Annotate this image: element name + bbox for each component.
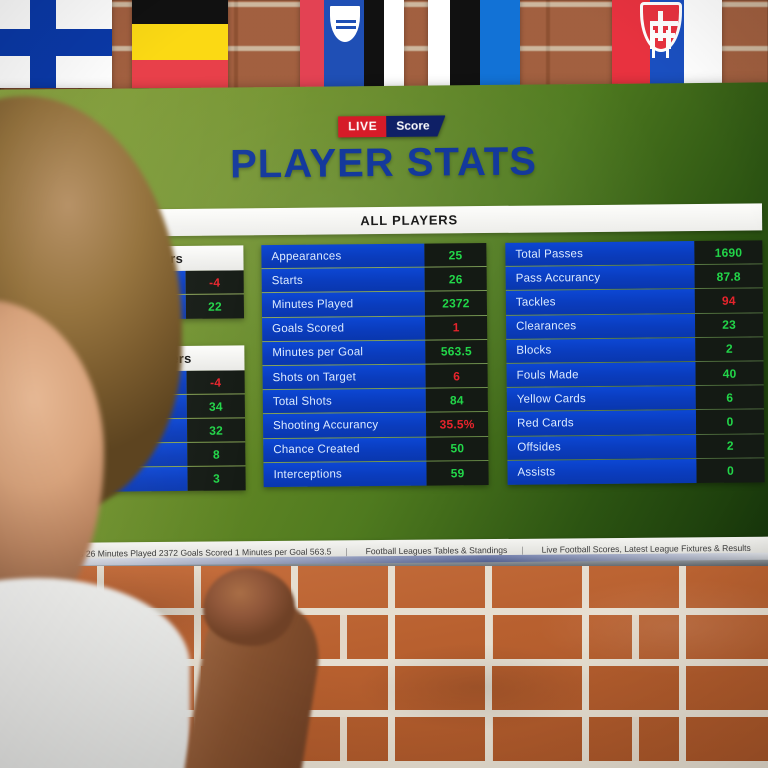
- table-row[interactable]: Fouls Made 40: [506, 361, 764, 388]
- table-row[interactable]: Shots on Target 6: [262, 363, 488, 391]
- stat-value: 25: [424, 243, 487, 267]
- live-badge-label: LIVE: [338, 115, 387, 138]
- stat-value: 6: [695, 385, 764, 410]
- stat-value: 563.5: [425, 339, 488, 364]
- stat-label: Yellow Cards: [506, 386, 696, 412]
- stat-value: 32: [186, 418, 246, 442]
- table-row[interactable]: Assists 0: [507, 458, 765, 485]
- stat-value: 59: [426, 460, 489, 486]
- stat-value: 94: [694, 288, 763, 313]
- stat-label: Total Shots: [262, 388, 426, 414]
- stat-value: 1: [425, 315, 488, 340]
- stat-label: Fouls Made: [506, 361, 696, 387]
- table-row[interactable]: Tackles 94: [505, 288, 764, 316]
- table-row[interactable]: Total Shots 84: [262, 388, 488, 415]
- stat-value: -4: [186, 370, 245, 394]
- table-row[interactable]: Minutes per Goal 563.5: [262, 339, 488, 367]
- table-row[interactable]: Total Passes 1690: [505, 240, 763, 268]
- stat-value: -4: [185, 270, 244, 294]
- table-row[interactable]: Interceptions 59: [263, 460, 489, 488]
- stat-value: 50: [426, 436, 489, 461]
- live-score-badge: LIVE Score: [338, 115, 446, 138]
- stat-value: 23: [695, 312, 764, 337]
- ticker-separator: |: [521, 544, 524, 555]
- stat-label: Offsides: [507, 434, 697, 460]
- stat-label: Chance Created: [263, 437, 427, 462]
- ticker-separator: |: [345, 546, 348, 557]
- stat-value: 0: [696, 458, 765, 483]
- stat-value: 1690: [694, 240, 763, 265]
- score-badge-label: Score: [386, 115, 446, 137]
- stat-label: Shooting Accurancy: [262, 412, 427, 438]
- table-row[interactable]: Goals Scored 1: [262, 315, 488, 342]
- table-row[interactable]: Yellow Cards 6: [506, 385, 764, 413]
- table-row[interactable]: Appearances 25: [261, 243, 487, 270]
- stat-value: 87.8: [694, 264, 763, 289]
- stat-value: 34: [186, 394, 245, 418]
- stat-rows-passing: Total Passes 1690 Pass Accurancy 87.8 Ta…: [505, 240, 765, 485]
- table-row[interactable]: Offsides 2: [507, 433, 765, 461]
- stat-value: 2372: [424, 291, 488, 316]
- stat-label: Assists: [507, 458, 697, 485]
- stat-value: 22: [185, 294, 245, 319]
- stat-value: 8: [187, 442, 246, 466]
- stat-value: 2: [696, 433, 765, 458]
- stat-label: Goals Scored: [262, 316, 426, 341]
- stat-value: 6: [425, 363, 488, 388]
- stat-label: Minutes Played: [261, 291, 426, 317]
- table-row[interactable]: Minutes Played 2372: [261, 291, 488, 318]
- stat-label: Appearances: [261, 243, 425, 269]
- stat-value: 26: [424, 267, 487, 291]
- slovakia-flag-icon: [612, 0, 722, 88]
- stat-label: Pass Accurancy: [505, 265, 695, 291]
- stat-rows-general: Appearances 25 Starts 26 Minutes Played …: [261, 243, 489, 488]
- finland-flag-icon: [0, 0, 112, 88]
- slovenia-flag-icon: [300, 0, 404, 88]
- table-row[interactable]: Blocks 2: [506, 337, 764, 364]
- stat-value: 3: [187, 466, 246, 491]
- table-row[interactable]: Clearances 23: [506, 312, 764, 340]
- stat-label: Interceptions: [263, 461, 427, 488]
- stat-value: 35.5%: [425, 412, 489, 437]
- panel-passing-discipline-stats: Total Passes 1690 Pass Accurancy 87.8 Ta…: [505, 240, 765, 485]
- stat-value: 0: [695, 409, 765, 434]
- stat-label: Shots on Target: [262, 364, 426, 390]
- table-row[interactable]: Red Cards 0: [506, 409, 765, 437]
- stat-label: Red Cards: [506, 410, 697, 436]
- stat-value: 40: [695, 361, 764, 386]
- stat-label: Total Passes: [505, 241, 695, 267]
- belgium-flag-icon: [132, 0, 228, 88]
- stat-label: Tackles: [505, 289, 696, 315]
- stat-value: 2: [695, 337, 764, 361]
- table-row[interactable]: Starts 26: [261, 267, 487, 294]
- stat-label: Minutes per Goal: [262, 340, 426, 366]
- stat-label: Clearances: [506, 313, 696, 339]
- panel-general-stats: Appearances 25 Starts 26 Minutes Played …: [261, 243, 489, 488]
- pointing-hand: [203, 568, 295, 646]
- table-row[interactable]: Chance Created 50: [263, 436, 489, 463]
- stat-label: Starts: [261, 267, 425, 293]
- estonia-flag-icon: [428, 0, 520, 88]
- table-row[interactable]: Shooting Accurancy 35.5%: [262, 412, 489, 439]
- stat-value: 84: [425, 388, 488, 412]
- stat-label: Blocks: [506, 337, 696, 363]
- table-row[interactable]: Pass Accurancy 87.8: [505, 264, 763, 292]
